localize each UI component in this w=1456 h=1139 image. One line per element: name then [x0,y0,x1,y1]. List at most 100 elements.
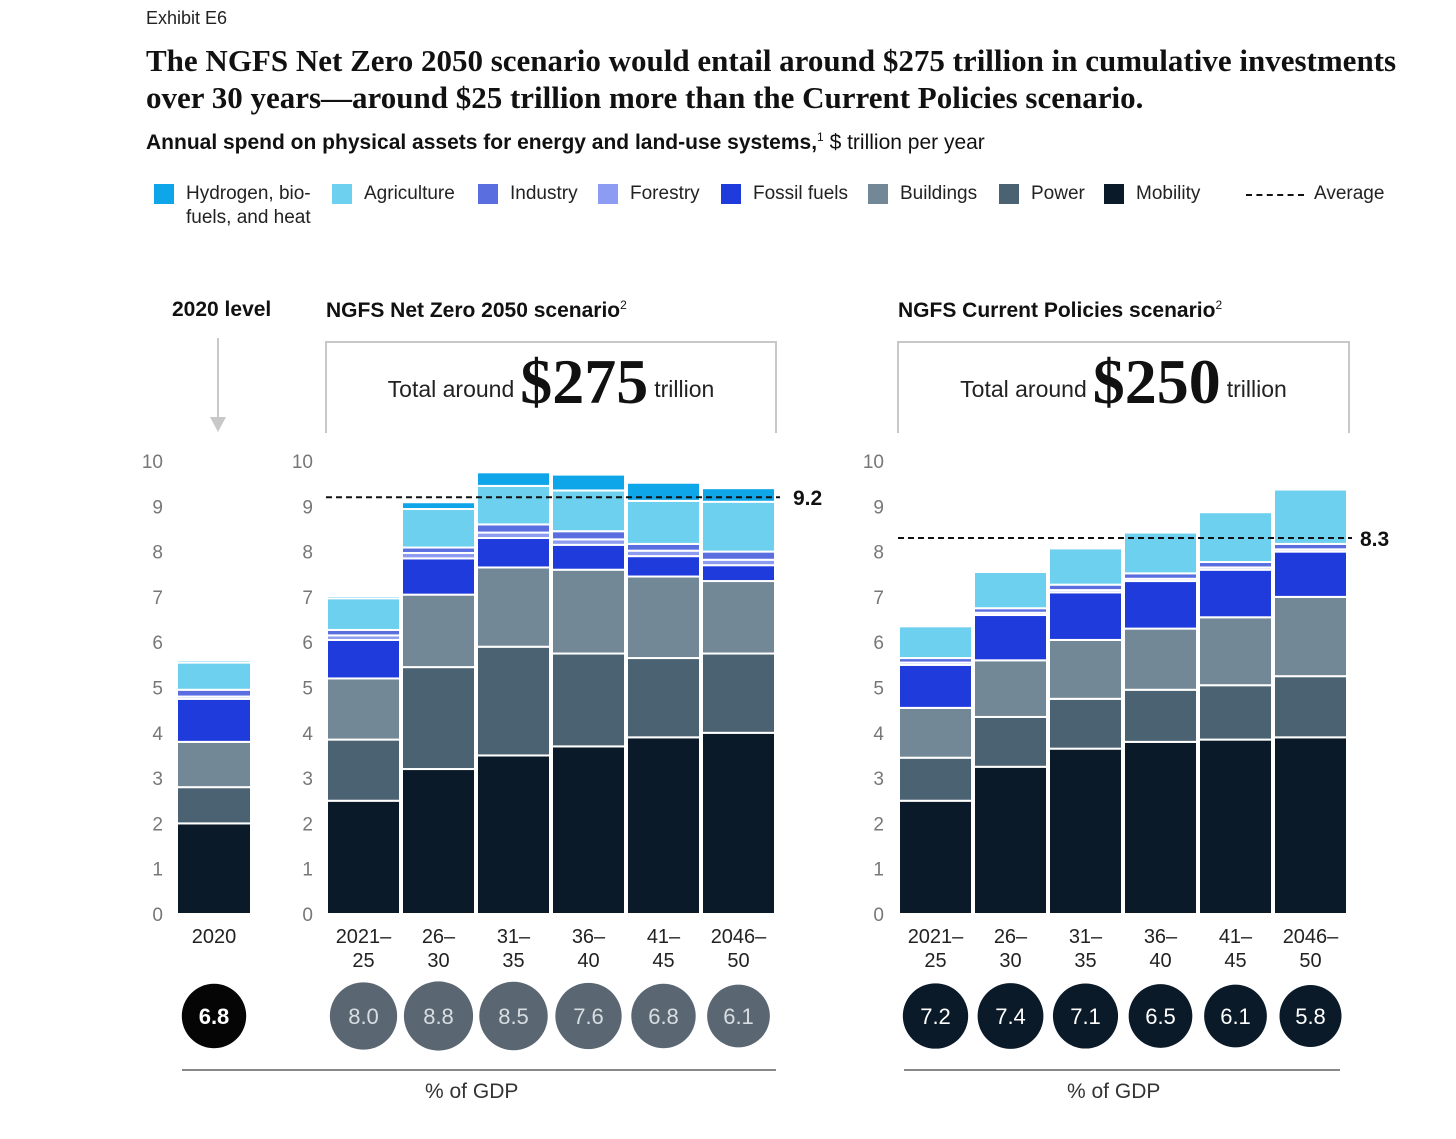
y-tick-label: 9 [152,497,163,518]
bar-segment-fossil-fuels [401,557,476,596]
gdp-value-label: 7.1 [1070,1004,1101,1029]
bar-segment-buildings [626,575,701,660]
bar-segment-mobility [626,736,701,916]
y-tick-label: 5 [152,679,163,700]
bar-segment-fossil-fuels [973,614,1048,662]
x-tick-label: 40 [577,950,599,972]
subtitle-footnote: 1 [817,130,824,144]
bar-segment-industry [176,688,252,698]
y-tick-label: 8 [302,543,313,564]
y-tick-label: 8 [873,543,884,564]
gdp-value-label: 6.8 [199,1004,230,1029]
total-box-net-zero: Total around$275 trillion [325,341,777,433]
legend-swatch [999,184,1019,204]
gdp-bubble [555,982,622,1050]
y-tick-label: 10 [292,452,313,473]
subtitle-units: $ trillion per year [823,131,985,154]
y-tick-label: 5 [873,679,884,700]
bar-segment-buildings [701,580,776,655]
gdp-value-label: 6.1 [1220,1004,1251,1029]
bar-segment-fossil-fuels [1273,550,1348,598]
chart-panel-2: 0123456789102021–258.026–308.831–358.536… [292,452,822,1051]
bar-segment-buildings [1123,627,1198,691]
y-tick-label: 9 [302,497,313,518]
legend: Hydrogen, bio- fuels, and heat Agricultu… [146,182,1446,242]
bar-segment-power [1123,688,1198,743]
bar-segment-agriculture [1273,488,1348,545]
x-tick-label: 30 [427,950,449,972]
gdp-value-label: 6.1 [723,1004,754,1029]
bar-segment-hydrogen-bio-fuels-and-heat [326,594,401,600]
panel-title-text: NGFS Current Policies scenario [898,299,1216,322]
gdp-value-label: 8.8 [423,1004,454,1029]
gdp-value-label: 8.5 [498,1004,529,1029]
bar-segment-power [476,645,551,757]
bar-segment-power [1048,697,1123,750]
bar-segment-industry [626,542,701,552]
total-callout: Total around$250 trillion [899,345,1348,419]
y-tick-label: 3 [152,769,163,790]
chart-panel-3: 0123456789102021–257.226–307.431–357.136… [863,452,1389,1049]
gdp-bubble [1279,985,1342,1047]
x-tick-label: 25 [352,950,374,972]
x-tick-label: 41– [1219,926,1253,948]
y-tick-label: 0 [873,905,884,926]
legend-swatch [332,184,352,204]
bar-segment-hydrogen-bio-fuels-and-heat [551,473,626,492]
y-tick-label: 0 [302,905,313,926]
panel-title-text: NGFS Net Zero 2050 scenario [326,299,621,322]
total-suffix: trillion [654,376,715,402]
x-tick-label: 31– [1069,926,1103,948]
y-tick-label: 5 [302,679,313,700]
bar-segment-fossil-fuels [701,564,776,583]
down-arrow-icon [210,338,226,432]
bar-segment-hydrogen-bio-fuels-and-heat [401,501,476,511]
legend-label: Industry [510,183,578,204]
bar-segment-mobility [701,731,776,915]
legend-swatch [154,184,174,204]
legend-label: Average [1314,183,1385,204]
bar-segment-mobility [1048,747,1123,916]
legend-label: Agriculture [364,183,455,204]
average-dash-swatch [1246,194,1304,196]
bar-segment-power [176,786,252,825]
y-tick-label: 7 [152,588,163,609]
bar-segment-fossil-fuels [476,537,551,569]
gdp-value-label: 6.5 [1145,1004,1176,1029]
legend-item-buildings: Buildings [868,182,977,206]
y-tick-label: 3 [873,769,884,790]
total-value: $250 [1092,346,1221,417]
gdp-bubble [1204,984,1267,1048]
gdp-value-label: 6.8 [648,1004,679,1029]
x-tick-label: 41– [647,926,681,948]
legend-item-forestry: Forestry [598,182,700,206]
legend-label: Mobility [1136,183,1201,204]
y-tick-label: 9 [873,497,884,518]
gdp-bubble [631,983,696,1049]
bar-segment-mobility [973,765,1048,916]
bar-segment-mobility [1123,740,1198,915]
total-prefix: Total around [387,376,515,402]
chart-title: The NGFS Net Zero 2050 scenario would en… [146,43,1397,115]
bar-segment-fossil-fuels [1123,580,1198,630]
bar-segment-industry [701,550,776,561]
bar-segment-mobility [1198,738,1273,915]
y-tick-label: 4 [873,724,884,745]
bar-segment-buildings [176,740,252,789]
bar-segment-agriculture [326,597,401,631]
legend-label: Hydrogen, bio- fuels, and heat [186,183,311,228]
bar-segment-agriculture [1048,547,1123,586]
bar-segment-power [1273,675,1348,739]
bar-segment-power [701,652,776,734]
x-tick-label: 26– [422,926,456,948]
x-tick-label: 2020 [192,926,237,948]
y-tick-label: 2 [302,814,313,835]
bar-segment-mobility [176,822,252,916]
total-callout: Total around$275 trillion [327,345,775,419]
bar-segment-buildings [1048,638,1123,700]
x-tick-label: 36– [1144,926,1178,948]
bar-segment-agriculture [701,500,776,553]
panel-title-2020: 2020 level [172,298,272,321]
x-tick-label: 30 [999,950,1021,972]
x-tick-label: 26– [994,926,1028,948]
